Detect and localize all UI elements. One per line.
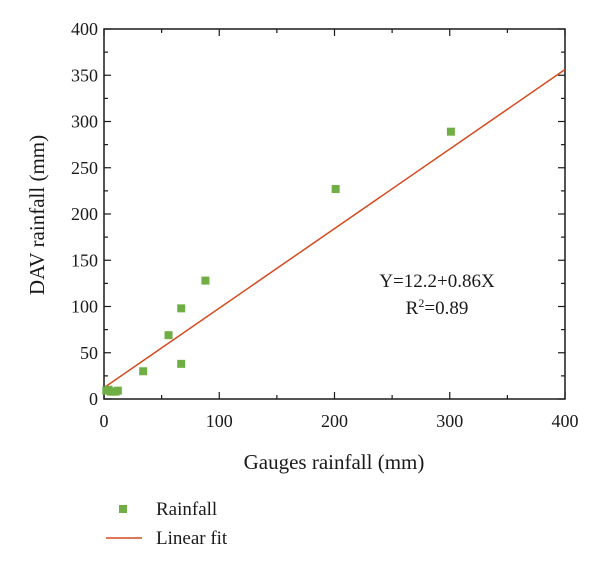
- y-tick-label: 0: [89, 389, 98, 409]
- rainfall-point: [177, 304, 186, 313]
- y-tick-label: 400: [71, 19, 98, 39]
- legend: Rainfall Linear fit: [106, 499, 228, 549]
- r-squared-annotation: R2=0.89: [406, 296, 469, 319]
- rainfall-point: [331, 185, 340, 194]
- y-tick-label: 300: [71, 112, 98, 132]
- y-tick-label: 100: [71, 297, 98, 317]
- y-tick-label: 350: [71, 65, 98, 85]
- rainfall-point: [201, 276, 210, 285]
- y-tick-label: 150: [71, 250, 98, 270]
- x-axis-title: Gauges rainfall (mm): [244, 450, 425, 474]
- rainfall-point: [113, 386, 122, 395]
- x-tick-label: 300: [436, 411, 463, 431]
- plot-area: [103, 28, 566, 400]
- legend-rainfall-marker: [119, 505, 127, 513]
- x-axis-ticks: 0 100 200 300 400: [100, 29, 579, 431]
- rainfall-point: [164, 331, 173, 340]
- r-squared-superscript: 2: [418, 296, 424, 310]
- linear-fit-line: [103, 68, 566, 389]
- y-axis-title: DAV rainfall (mm): [25, 135, 49, 295]
- rainfall-point: [139, 367, 148, 376]
- rainfall-point: [177, 359, 186, 368]
- y-tick-label: 200: [71, 204, 98, 224]
- legend-linear-fit-label: Linear fit: [156, 528, 228, 549]
- r-squared-value: =0.89: [424, 298, 468, 319]
- y-tick-label: 250: [71, 158, 98, 178]
- fit-equation-annotation: Y=12.2+0.86X: [379, 271, 495, 292]
- chart-marks: [102, 68, 566, 396]
- y-tick-label: 50: [80, 343, 98, 363]
- x-tick-label: 200: [321, 411, 348, 431]
- y-axis-ticks: 0 50 100 150 200 250 300 350 400: [71, 19, 565, 409]
- legend-rainfall-label: Rainfall: [156, 499, 217, 520]
- r-squared-prefix: R: [406, 298, 419, 319]
- x-tick-label: 100: [206, 411, 233, 431]
- plot-frame: [103, 28, 566, 400]
- x-tick-label: 0: [100, 411, 109, 431]
- rainfall-point: [446, 127, 455, 136]
- x-tick-label: 400: [552, 411, 579, 431]
